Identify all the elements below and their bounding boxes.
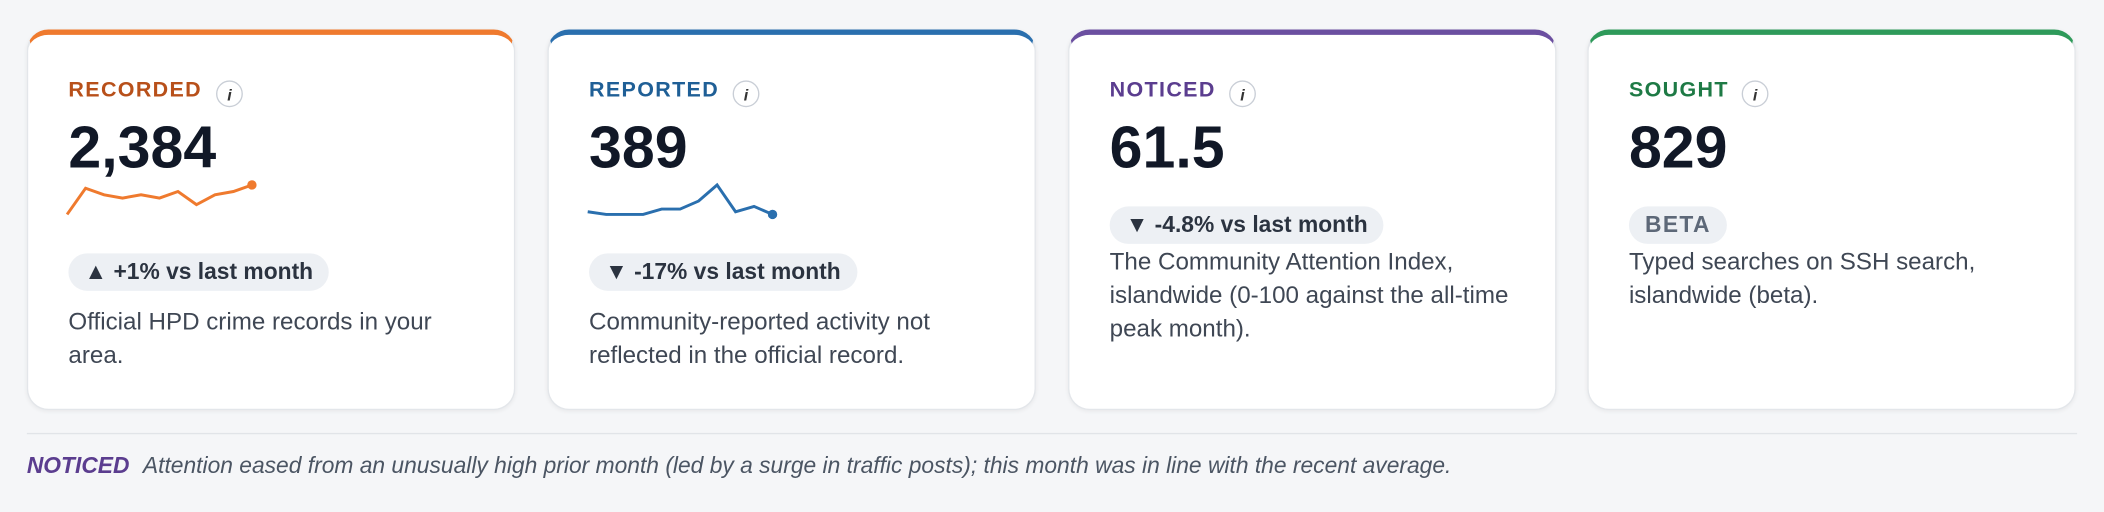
card-value: 2,384 — [68, 115, 217, 181]
sparkline-line — [65, 183, 253, 216]
card-description: The Community Attention Index, islandwid… — [1109, 247, 1509, 342]
card-description: Typed searches on SSH search, islandwide… — [1628, 247, 1976, 309]
info-icon[interactable]: i — [1741, 80, 1769, 108]
delta-pill: ▲ +1% vs last month — [68, 253, 330, 291]
card-label: REPORTED — [589, 79, 720, 102]
metric-card: REPORTED i 389 ▼ -17% vs last month Communit… — [547, 29, 1036, 411]
card-description: Community-reported activity not reflecte… — [589, 308, 930, 369]
card-value: 829 — [1628, 115, 1728, 181]
sparkline — [587, 182, 778, 220]
metric-card: RECORDED i 2,384 ▲ +1% vs last month Officia… — [26, 29, 516, 411]
delta-pill: ▼ -17% vs last month — [589, 253, 857, 291]
delta-pill: ▼ -4.8% vs last month — [1109, 206, 1384, 244]
sparkline-end — [247, 180, 257, 190]
metric-card: SOUGHT i 829 BETA Typed searches on SSH sear… — [1587, 29, 2076, 411]
note-tag: NOTICED — [26, 453, 130, 479]
sparkline-end — [767, 209, 778, 220]
divider — [26, 432, 2078, 435]
card-label: NOTICED — [1109, 79, 1216, 102]
card-description: Official HPD crime records in your area. — [68, 308, 432, 369]
info-icon[interactable]: i — [1229, 80, 1256, 108]
card-value: 389 — [589, 115, 688, 181]
beta-badge: BETA — [1628, 206, 1727, 244]
note: NOTICED Attention eased from an unusually… — [27, 453, 1452, 480]
sparkline-line — [587, 182, 774, 216]
card-value: 61.5 — [1109, 115, 1225, 181]
info-icon[interactable]: i — [216, 80, 243, 108]
card-label: RECORDED — [68, 79, 203, 102]
sparkline — [65, 180, 257, 216]
info-icon[interactable]: i — [732, 80, 760, 108]
note-text: Attention eased from an unusually high p… — [142, 453, 1452, 479]
metric-card: NOTICED i 61.5 ▼ -4.8% vs last month The Com… — [1068, 29, 1557, 411]
card-label: SOUGHT — [1628, 79, 1729, 102]
